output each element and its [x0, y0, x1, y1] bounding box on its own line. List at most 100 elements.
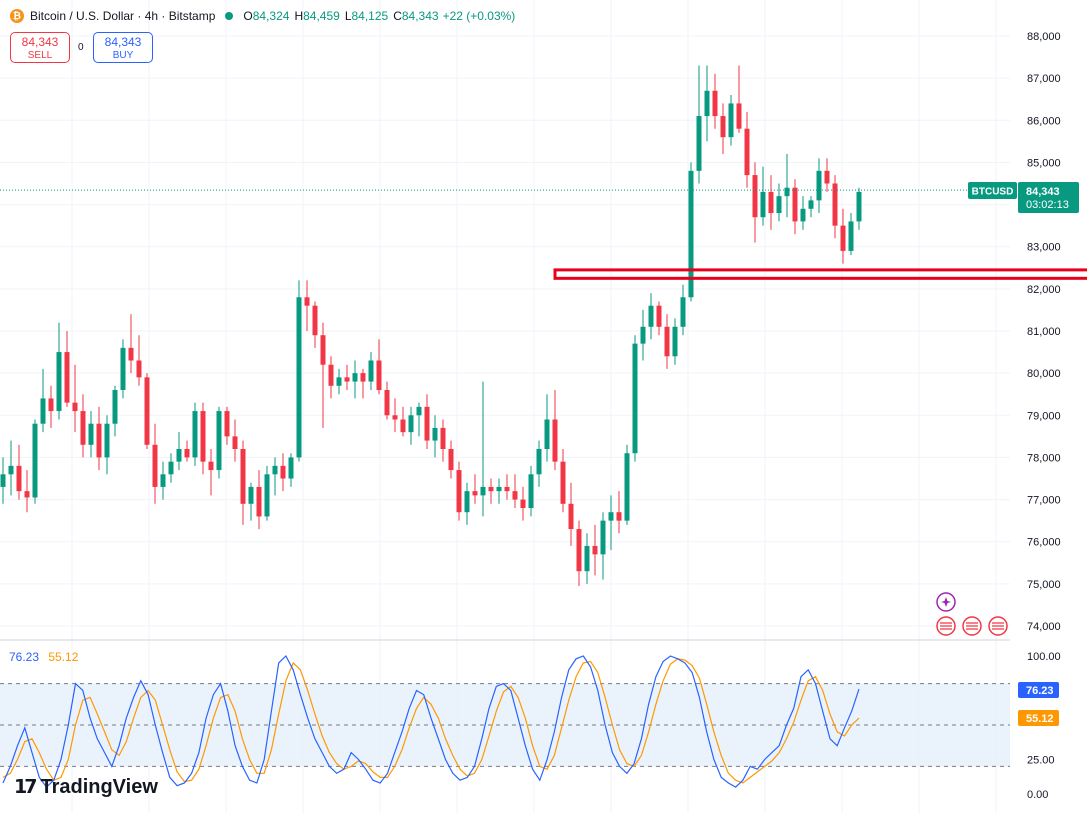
close-value: 84,343 — [401, 9, 439, 23]
candle-body — [208, 461, 214, 471]
candle-body — [656, 305, 662, 327]
stoch-rsi-legend[interactable]: 76.23 55.12 — [9, 650, 78, 664]
flag-stripes-icon — [940, 622, 952, 630]
candle-body — [752, 175, 758, 218]
candle-body — [104, 423, 110, 458]
open-label: O — [243, 9, 253, 23]
low-value: 84,125 — [351, 9, 389, 23]
price-tick-label: 81,000 — [1027, 326, 1061, 338]
symbol-title[interactable]: Bitcoin / U.S. Dollar · 4h · Bitstamp — [30, 9, 216, 23]
candle-body — [16, 465, 22, 492]
candle-body — [184, 449, 190, 458]
candle-body — [680, 297, 686, 327]
candle-body — [608, 512, 614, 521]
candle-body — [808, 200, 814, 209]
candle-body — [520, 499, 526, 508]
stoch-rsi-axis[interactable]: 100.00 25.00 0.00 — [1027, 651, 1061, 801]
candle-body — [400, 419, 406, 433]
spread-value: 0 — [78, 42, 84, 53]
candle-body — [352, 373, 358, 382]
candle-body — [24, 491, 30, 498]
candle-body — [784, 187, 790, 197]
candle-body — [544, 419, 550, 449]
last-price-badge — [1018, 182, 1079, 213]
candle-body — [856, 191, 862, 222]
sparkle-star-icon — [941, 597, 951, 607]
price-tick-label: 88,000 — [1027, 31, 1061, 43]
price-axis[interactable]: 88,00087,00086,00085,00084,00083,00082,0… — [1027, 31, 1061, 633]
candle-body — [792, 187, 798, 222]
symbol-badge — [968, 182, 1017, 199]
sell-button[interactable]: 84,343 SELL — [10, 32, 70, 63]
candle-body — [48, 398, 54, 412]
candle-body — [80, 411, 86, 445]
candle-body — [696, 116, 702, 171]
price-tick-label: 74,000 — [1027, 621, 1061, 633]
symbol-header[interactable]: ₿ Bitcoin / U.S. Dollar · 4h · Bitstamp … — [10, 7, 515, 25]
stoch-tick-label: 0.00 — [1027, 789, 1048, 801]
high-label: H — [294, 9, 304, 23]
candle-body — [160, 474, 166, 487]
candle-body — [40, 398, 46, 424]
candle-body — [672, 326, 678, 357]
sell-label: SELL — [27, 50, 53, 61]
price-tick-label: 75,000 — [1027, 579, 1061, 591]
candle-body — [512, 491, 518, 500]
candle-body — [632, 343, 638, 454]
candle-body — [72, 402, 78, 412]
buy-button[interactable]: 84,343 BUY — [93, 32, 153, 63]
resistance-zone[interactable] — [553, 268, 1087, 280]
stoch-tick-label: 100.00 — [1027, 651, 1061, 663]
tradingview-logo[interactable]: 𝟭𝟳 TradingView — [14, 776, 158, 799]
candle-body — [328, 364, 334, 386]
sell-price: 84,343 — [21, 35, 59, 49]
candle-body — [464, 491, 470, 513]
stoch-rsi-badges: 76.23 55.12 — [1018, 682, 1059, 726]
flag-stripes-icon — [966, 622, 978, 630]
d-value-badge-text: 55.12 — [1026, 713, 1054, 725]
candle-body — [240, 449, 246, 504]
candle-body — [368, 360, 374, 382]
candle-body — [728, 103, 734, 138]
candle-body — [704, 90, 710, 117]
candle-body — [440, 427, 446, 449]
candle-body — [496, 486, 502, 492]
price-change: +22 (+0.03%) — [442, 9, 516, 23]
buy-price: 84,343 — [104, 35, 142, 49]
close-label: C — [393, 9, 402, 23]
candle-body — [200, 411, 206, 462]
candle-body — [216, 411, 222, 471]
candle-body — [304, 297, 310, 306]
candle-body — [112, 390, 118, 424]
candle-body — [832, 183, 838, 226]
candle-body — [384, 390, 390, 416]
symbol-badge-text: BTCUSD — [972, 187, 1014, 198]
k-value-badge — [1018, 682, 1059, 698]
candle-body — [456, 470, 462, 513]
candle-body — [360, 373, 366, 382]
price-tick-label: 83,000 — [1027, 242, 1061, 254]
candle-body — [744, 128, 750, 176]
candle-body — [416, 406, 422, 416]
candle-body — [176, 449, 182, 462]
candle-body — [64, 352, 70, 403]
price-tick-label: 86,000 — [1027, 115, 1061, 127]
candle-body — [224, 411, 230, 437]
candle-body — [560, 461, 566, 504]
candle-body — [576, 529, 582, 572]
flag-stripes-icon — [992, 622, 1004, 630]
candle-body — [336, 377, 342, 386]
price-tick-label: 82,000 — [1027, 284, 1061, 296]
candle-body — [448, 449, 454, 471]
bitcoin-icon: ₿ — [10, 9, 24, 23]
event-icons[interactable] — [936, 592, 1008, 636]
ohlc-values: O84,324 H84,459 L84,125 C84,343 — [243, 9, 438, 23]
price-tick-label: 77,000 — [1027, 495, 1061, 507]
candle-body — [592, 545, 598, 555]
candle-body — [120, 347, 126, 390]
market-status-icon[interactable] — [225, 12, 234, 20]
price-tick-label: 87,000 — [1027, 73, 1061, 85]
candle-body — [768, 191, 774, 213]
candle-body — [664, 326, 670, 357]
